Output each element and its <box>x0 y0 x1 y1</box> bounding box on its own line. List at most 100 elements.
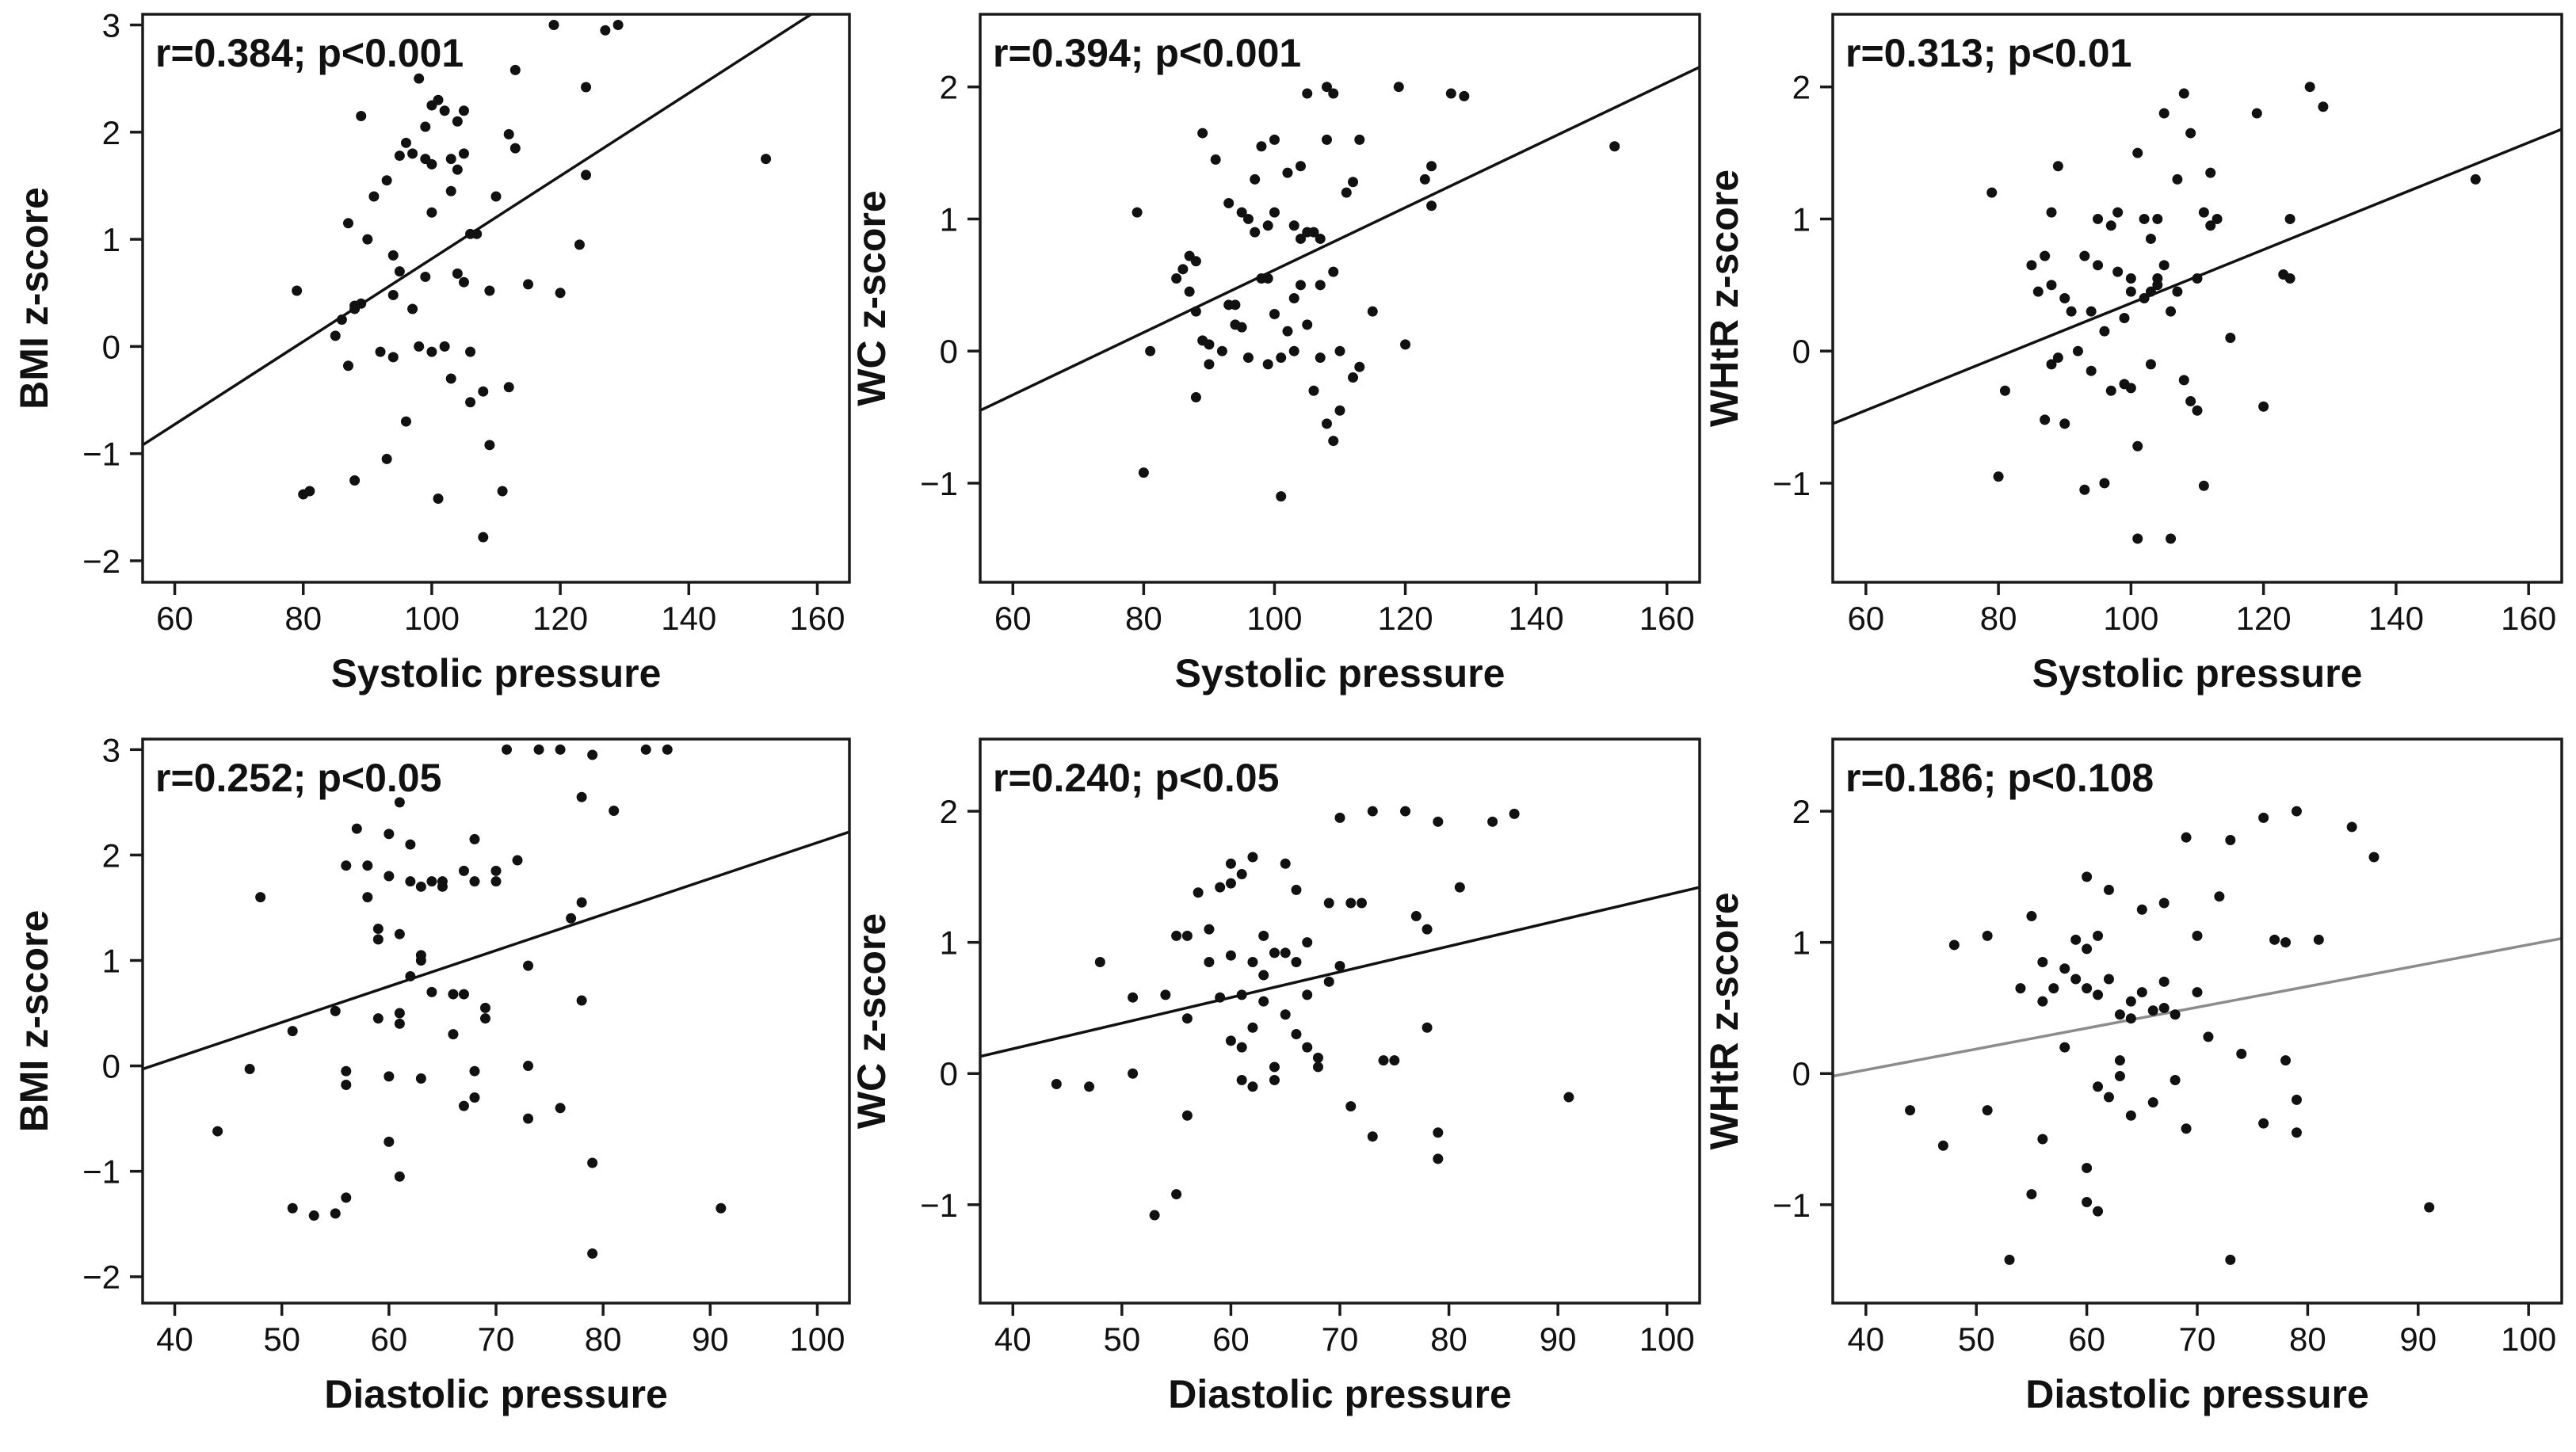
data-point <box>400 137 411 148</box>
data-point <box>465 397 476 408</box>
data-point <box>2185 128 2196 139</box>
data-point <box>1905 1105 1916 1116</box>
data-point <box>2304 82 2315 93</box>
data-point <box>2145 359 2156 370</box>
data-point <box>2082 983 2093 994</box>
data-point <box>394 797 405 808</box>
data-point <box>600 25 611 36</box>
data-point <box>2185 396 2196 407</box>
plot-frame <box>1831 737 2563 1305</box>
data-point <box>2280 1055 2292 1066</box>
data-point <box>1334 960 1345 971</box>
data-point <box>1128 1068 1139 1079</box>
data-point <box>1225 858 1236 869</box>
data-point <box>342 360 353 372</box>
scatter-panel: 60 80 100 120 140 160 −2 −1 0 1 2 3 Systolic pressur… <box>12 7 851 696</box>
data-point <box>1302 1042 1313 1053</box>
data-point <box>458 865 469 876</box>
data-point <box>1247 1081 1258 1092</box>
plot-frame <box>141 737 851 1305</box>
data-point <box>566 913 577 924</box>
data-point <box>2026 911 2037 922</box>
x-axis-label: Systolic pressure <box>1175 651 1506 696</box>
plot-frame <box>141 13 851 584</box>
data-point <box>330 1005 341 1016</box>
data-point <box>1302 319 1313 330</box>
data-point <box>1323 897 1334 909</box>
data-point <box>1609 141 1620 152</box>
data-point <box>1230 299 1241 311</box>
data-point <box>414 73 425 84</box>
x-tick-label: 90 <box>2399 1321 2437 1358</box>
data-point <box>2112 266 2124 277</box>
data-point <box>2192 272 2203 284</box>
y-tick-label: 2 <box>940 793 958 830</box>
data-point <box>2079 250 2090 261</box>
data-point <box>1256 141 1267 152</box>
data-point <box>1354 134 1365 145</box>
data-point <box>2258 401 2269 412</box>
data-point <box>1250 227 1261 238</box>
data-point <box>2099 478 2110 489</box>
data-point <box>1433 1127 1444 1138</box>
data-point <box>1410 911 1422 922</box>
data-point <box>1315 353 1326 364</box>
data-point <box>1282 167 1293 178</box>
data-point <box>1312 1052 1323 1063</box>
data-point <box>587 749 598 760</box>
data-point <box>1354 361 1365 372</box>
data-point <box>523 960 534 971</box>
data-point <box>2470 173 2481 185</box>
data-point <box>445 185 456 196</box>
data-point <box>2170 1075 2181 1086</box>
data-point <box>512 855 523 866</box>
data-point <box>1258 970 1269 981</box>
data-point <box>2059 963 2070 974</box>
data-point <box>372 924 384 935</box>
x-tick-label: 100 <box>789 1321 845 1358</box>
data-point <box>1308 227 1319 238</box>
data-point <box>1334 405 1345 416</box>
data-point <box>1216 345 1227 356</box>
data-point <box>2212 213 2223 224</box>
scatter-panel: 60 80 100 120 140 160 −1 0 1 2 Systolic pressure WH… <box>1702 13 2563 696</box>
data-point <box>2114 1071 2125 1082</box>
data-point <box>2145 286 2156 297</box>
regression-line <box>143 14 814 447</box>
data-point <box>375 346 386 357</box>
data-point <box>1334 812 1345 823</box>
correlation-annotation: r=0.240; p<0.05 <box>993 756 1279 800</box>
data-point <box>381 175 392 186</box>
data-point <box>1236 322 1247 333</box>
data-point <box>2158 976 2170 987</box>
x-tick-label: 60 <box>370 1321 407 1358</box>
data-point <box>1247 852 1258 863</box>
data-point <box>452 268 463 279</box>
data-point <box>1145 345 1156 356</box>
x-tick-label: 80 <box>585 1321 622 1358</box>
data-point <box>555 288 566 299</box>
data-point <box>1295 280 1306 291</box>
x-tick-label: 90 <box>1540 1321 1577 1358</box>
data-point <box>2368 852 2379 863</box>
data-point <box>1389 1055 1400 1066</box>
data-point <box>1215 992 1226 1003</box>
data-point <box>336 314 347 326</box>
data-point <box>2119 313 2130 324</box>
data-point <box>574 239 585 250</box>
regression-line <box>980 886 1700 1058</box>
data-point <box>2172 173 2183 185</box>
data-point <box>362 234 373 245</box>
data-point <box>2082 943 2093 955</box>
data-point <box>2198 207 2209 218</box>
data-point <box>372 1013 384 1024</box>
data-point <box>2158 897 2170 909</box>
data-point <box>1258 930 1269 941</box>
y-axis-label: WC z-score <box>849 190 894 406</box>
data-point <box>1288 345 1299 356</box>
data-point <box>2158 108 2170 119</box>
data-point <box>1190 392 1201 403</box>
data-point <box>2192 987 2203 998</box>
data-point <box>2192 930 2203 941</box>
